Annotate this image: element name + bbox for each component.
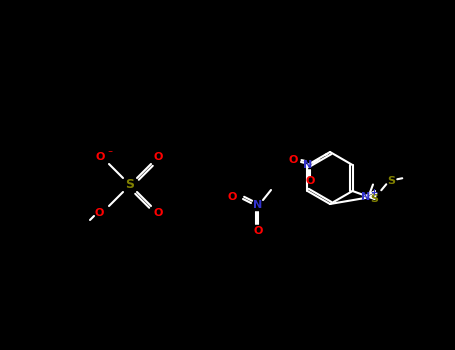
Text: O: O bbox=[153, 208, 163, 218]
Text: ⁻: ⁻ bbox=[107, 149, 112, 159]
Text: +: + bbox=[370, 188, 378, 197]
Text: N: N bbox=[253, 200, 263, 210]
Text: O: O bbox=[253, 226, 263, 236]
Text: O: O bbox=[95, 152, 105, 162]
Text: O: O bbox=[94, 208, 104, 218]
Text: O: O bbox=[228, 192, 237, 202]
Text: S: S bbox=[387, 176, 395, 186]
Text: N: N bbox=[303, 160, 313, 170]
Text: N: N bbox=[361, 193, 371, 203]
Text: O: O bbox=[305, 176, 315, 186]
Text: O: O bbox=[153, 152, 163, 162]
Text: S: S bbox=[126, 178, 135, 191]
Text: O: O bbox=[288, 155, 298, 165]
Text: S: S bbox=[370, 194, 379, 204]
